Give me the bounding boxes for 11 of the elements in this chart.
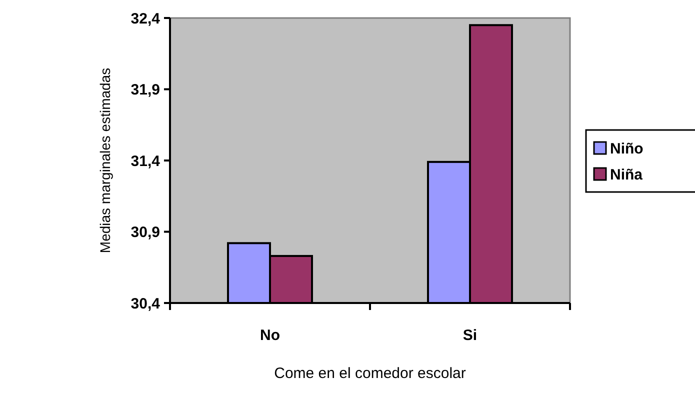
y-tick-label: 32,4 — [130, 10, 161, 28]
y-tick-label: 30,9 — [130, 224, 160, 241]
x-axis-title: Come en el comedor escolar — [274, 365, 466, 382]
legend-label: Niño — [610, 140, 644, 158]
y-tick-label: 31,4 — [130, 152, 161, 170]
x-tick-label: No — [260, 327, 280, 344]
legend-label: Niña — [610, 166, 644, 184]
y-tick-label: 30,4 — [130, 295, 161, 312]
x-tick-label: Si — [462, 327, 478, 344]
y-tick-label: 31,9 — [130, 82, 160, 98]
y-axis-title: Medias marginales estimadas — [97, 68, 113, 254]
